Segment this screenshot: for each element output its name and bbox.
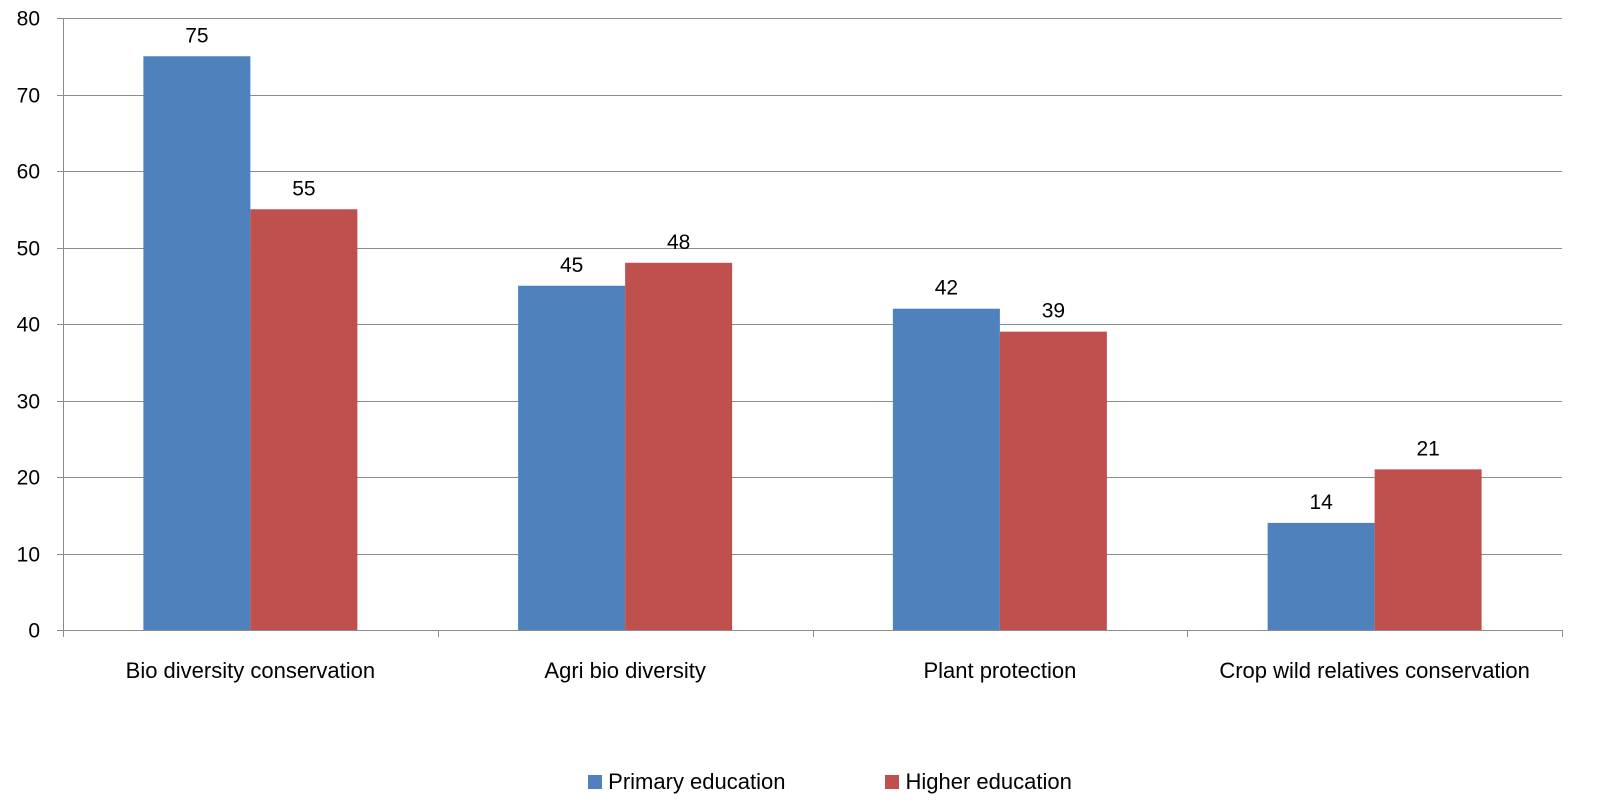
y-tick-label-40: 40 [17,314,40,337]
legend-label-primary-education: Primary education [608,769,786,794]
data-label-primary-education-plant-protection: 42 [935,277,958,300]
data-label-higher-education-crop-wild-relatives-conservation: 21 [1416,437,1439,460]
y-tick-label-50: 50 [17,238,40,261]
legend-item-primary-education: Primary education [588,769,785,795]
y-tick-label-10: 10 [17,544,40,567]
bar-higher-education-agri-bio-diversity [625,262,733,630]
data-label-primary-education-agri-bio-diversity: 45 [560,254,583,277]
legend-swatch-primary-education [588,775,603,789]
data-labels: 75 55 45 48 42 39 14 21 [185,24,1440,514]
data-label-primary-education-crop-wild-relatives-conservation: 14 [1309,491,1333,514]
axes: 0 10 20 30 40 50 60 70 80 Bio diversity conservat… [17,8,1563,683]
x-category-label-agri-bio-diversity: Agri bio diversity [544,658,705,683]
legend-item-higher-education: Higher education [885,769,1072,795]
bar-primary-education-plant-protection [892,308,1000,630]
bar-higher-education-plant-protection [999,331,1107,630]
y-tick-label-70: 70 [17,85,40,108]
data-label-primary-education-bio-diversity-conservation: 75 [185,24,208,47]
bars [143,56,1482,630]
x-category-label-plant-protection: Plant protection [923,658,1076,683]
y-tick-label-20: 20 [17,467,40,490]
x-category-label-crop-wild-relatives-conservation: Crop wild relatives conservation [1219,658,1530,683]
bar-higher-education-crop-wild-relatives-conservation [1374,469,1482,630]
bar-primary-education-agri-bio-diversity [518,285,626,630]
data-label-higher-education-agri-bio-diversity: 48 [667,231,690,254]
y-tick-label-0: 0 [28,620,40,643]
y-tick-label-80: 80 [17,8,40,31]
bar-primary-education-bio-diversity-conservation [143,56,251,630]
data-label-higher-education-plant-protection: 39 [1042,300,1065,323]
legend-label-higher-education: Higher education [905,769,1072,794]
y-tick-label-60: 60 [17,161,40,184]
legend: Primary education Higher education [0,766,1600,798]
x-category-label-bio-diversity-conservation: Bio diversity conservation [126,658,375,683]
data-label-higher-education-bio-diversity-conservation: 55 [292,177,315,200]
bar-higher-education-bio-diversity-conservation [250,209,358,630]
legend-swatch-higher-education [885,775,900,789]
y-tick-label-30: 30 [17,391,40,414]
bar-primary-education-crop-wild-relatives-conservation [1267,522,1375,630]
